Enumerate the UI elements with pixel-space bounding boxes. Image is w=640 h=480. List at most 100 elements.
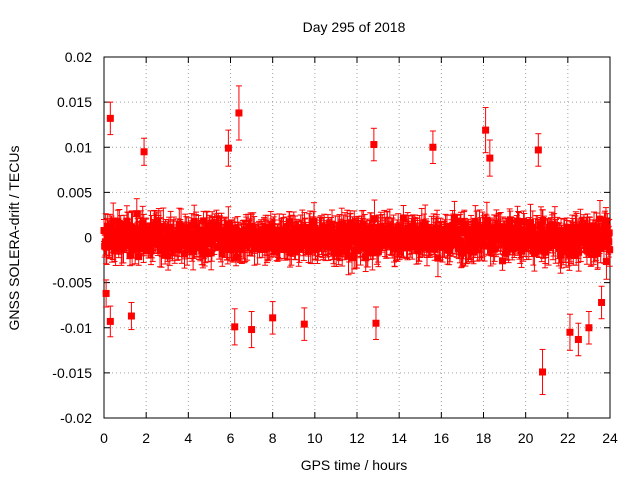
data-point <box>602 217 610 225</box>
data-point <box>224 220 232 228</box>
axis-ticks <box>103 56 611 419</box>
data-points <box>100 85 614 396</box>
data-point <box>342 233 350 241</box>
data-point <box>606 246 614 254</box>
data-point <box>483 216 491 224</box>
data-point <box>167 223 175 231</box>
data-point <box>194 235 202 243</box>
x-tick-label: 24 <box>602 430 618 446</box>
data-point <box>445 246 453 254</box>
data-point <box>506 216 514 224</box>
data-point <box>503 237 511 245</box>
data-point <box>587 250 595 258</box>
data-point <box>126 251 134 259</box>
data-point <box>461 223 469 231</box>
data-point <box>565 251 573 259</box>
data-point-outlier <box>566 328 574 336</box>
data-point-outlier <box>269 314 277 322</box>
data-point <box>131 235 139 243</box>
data-point <box>305 247 313 255</box>
y-tick-label: 0.005 <box>57 184 92 200</box>
data-point <box>191 243 199 251</box>
y-axis-title: GNSS SOLERA-drift / TECUs <box>6 146 22 331</box>
data-point <box>400 243 408 251</box>
data-point <box>201 250 209 258</box>
x-tick-label: 22 <box>560 430 576 446</box>
chart-title: Day 295 of 2018 <box>303 19 406 35</box>
data-point <box>286 218 294 226</box>
data-point <box>498 257 506 265</box>
data-point-outlier <box>534 146 542 154</box>
data-point <box>491 245 499 253</box>
data-point <box>514 217 522 225</box>
data-point <box>450 215 458 223</box>
data-point <box>399 214 407 222</box>
data-point <box>602 258 610 266</box>
data-point <box>197 228 205 236</box>
y-tick-label: -0.015 <box>52 365 92 381</box>
x-tick-label: 8 <box>269 430 277 446</box>
data-point <box>139 219 147 227</box>
data-point <box>431 245 439 253</box>
x-tick-label: 16 <box>434 430 450 446</box>
x-tick-label: 18 <box>476 430 492 446</box>
data-point <box>570 236 578 244</box>
data-point <box>596 215 604 223</box>
y-tick-label: 0.02 <box>65 49 92 65</box>
data-point-outlier <box>224 144 232 152</box>
data-point <box>370 215 378 223</box>
data-point <box>187 235 195 243</box>
data-point <box>526 219 534 227</box>
data-point <box>505 245 513 253</box>
data-point <box>349 237 357 245</box>
data-point <box>499 224 507 232</box>
data-point-outlier <box>482 126 490 134</box>
data-point <box>135 253 143 261</box>
data-point-outlier <box>106 114 114 122</box>
data-point <box>434 254 442 262</box>
data-point <box>390 229 398 237</box>
data-point <box>260 232 268 240</box>
data-point <box>573 223 581 231</box>
data-point <box>458 229 466 237</box>
data-point <box>386 223 394 231</box>
data-point <box>513 228 521 236</box>
data-point <box>485 228 493 236</box>
data-point-outlier <box>300 320 308 328</box>
data-point <box>418 244 426 252</box>
data-point <box>493 223 501 231</box>
data-point <box>218 250 226 258</box>
data-point-outlier <box>140 148 148 156</box>
data-point <box>243 242 251 250</box>
data-point <box>129 226 137 234</box>
data-point <box>471 230 479 238</box>
x-tick-label: 20 <box>518 430 534 446</box>
data-point <box>301 228 309 236</box>
data-point-outlier <box>372 319 380 327</box>
data-point-outlier <box>539 368 547 376</box>
data-point-outlier <box>102 289 110 297</box>
data-point <box>187 230 195 238</box>
y-tick-label: 0.01 <box>65 139 92 155</box>
data-point <box>232 253 240 261</box>
x-axis-title: GPS time / hours <box>301 457 408 473</box>
data-point <box>207 249 215 257</box>
data-point <box>367 224 375 232</box>
y-tick-label: -0.01 <box>60 320 92 336</box>
data-point <box>464 230 472 238</box>
data-point <box>457 218 465 226</box>
data-point-outlier <box>585 324 593 332</box>
y-tick-label: 0.015 <box>57 94 92 110</box>
data-point <box>586 222 594 230</box>
data-point <box>154 236 162 244</box>
data-point <box>133 210 141 218</box>
data-point <box>421 220 429 228</box>
data-point-outlier <box>127 312 135 320</box>
data-point-outlier <box>598 298 606 306</box>
data-point <box>206 225 214 233</box>
data-point <box>104 222 112 230</box>
data-point <box>344 252 352 260</box>
data-point <box>362 253 370 261</box>
data-point <box>183 244 191 252</box>
data-point <box>174 245 182 253</box>
